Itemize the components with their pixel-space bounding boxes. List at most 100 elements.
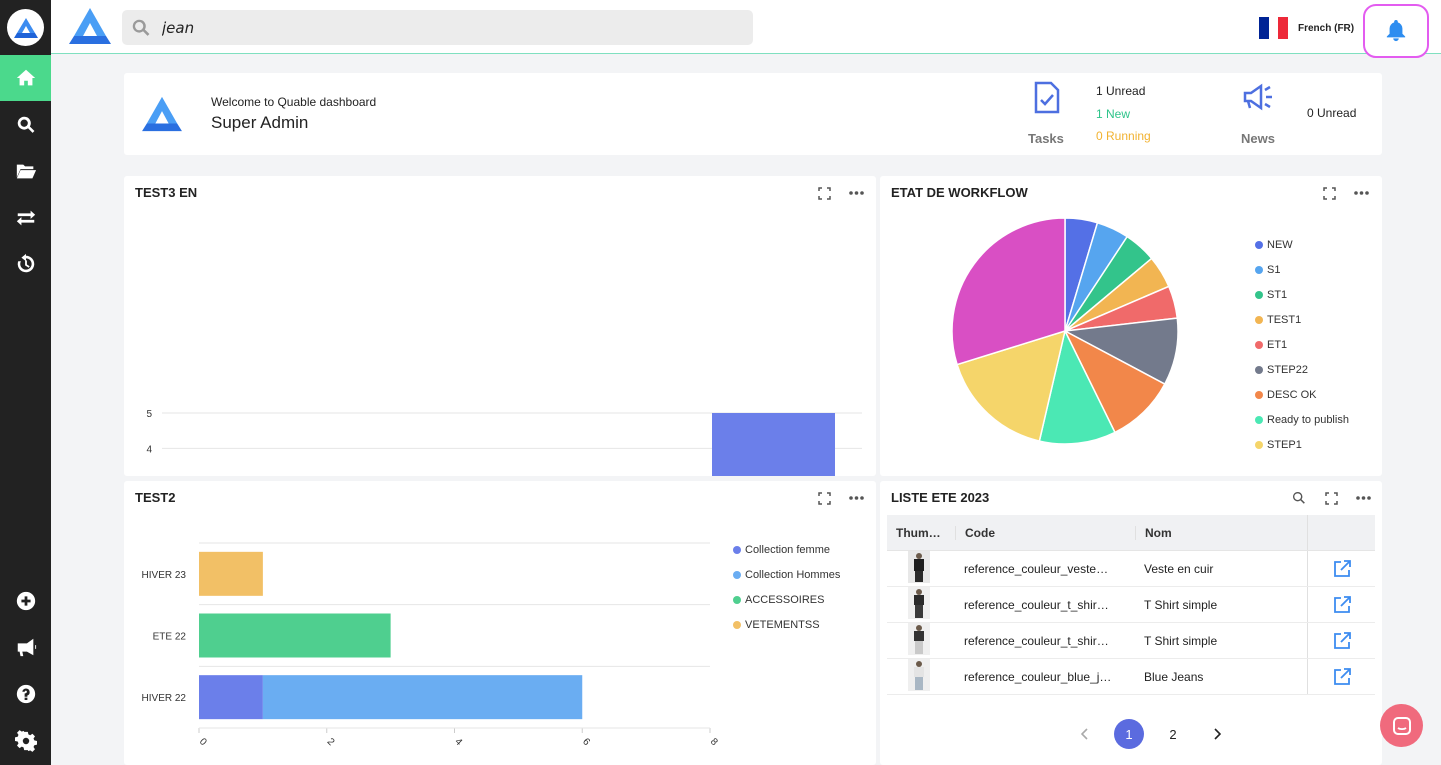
pie-slice [951,217,1066,366]
table-row[interactable]: reference_couleur_t_shir… T Shirt simple [887,587,1375,623]
sidebar-item-exchange[interactable] [0,195,51,241]
legend-item[interactable]: ACCESSOIRES [733,587,840,612]
sidebar-item-help[interactable] [0,671,51,717]
search-button[interactable] [1291,490,1307,506]
column-header-code[interactable]: Code [955,525,1135,540]
gear-icon [14,730,37,752]
search-icon [1293,491,1305,504]
pagination-page-1[interactable]: 1 [1114,719,1144,749]
legend-item[interactable]: ST1 [1255,282,1349,307]
row-nom: T Shirt simple [1144,633,1218,648]
legend-dot [1255,240,1263,249]
search-input[interactable] [162,18,722,37]
open-link-button[interactable] [1307,587,1375,622]
legend-item[interactable]: Collection femme [733,537,840,562]
x-tick-label: 2 [325,736,337,748]
quable-logo-icon [13,17,38,38]
y-tick-label: HIVER 22 [142,693,187,704]
column-header-thumbnail[interactable]: Thum… [896,525,941,540]
tasks-button[interactable] [1033,81,1061,119]
expand-icon [817,491,831,505]
thumbnail [887,587,955,622]
pagination-next-button[interactable] [1202,719,1232,749]
sidebar-item-home[interactable] [0,55,51,101]
chat-support-button[interactable] [1380,704,1423,747]
more-horizontal-icon [848,496,864,500]
pie-legend: NEW S1 ST1 TEST1 ET1 STEP22 DESC OK Ready to pu… [1255,232,1349,457]
bell-icon [1386,20,1406,42]
top-bar: French (FR) [51,0,1441,58]
legend-item[interactable]: S1 [1255,257,1349,282]
hbar-chart: 0 2 4 6 8 HIVER 23 ETE 22 HIVER 22 [142,542,720,748]
more-button[interactable] [848,185,864,201]
sidebar-item-history[interactable] [0,241,51,287]
external-link-icon [1333,667,1351,685]
legend-item[interactable]: VETEMENTSS [733,612,840,637]
sidebar-item-settings[interactable] [0,718,51,764]
expand-icon [1324,491,1338,505]
tasks-new[interactable]: 1 New [1096,107,1131,121]
legend-dot [1255,290,1263,299]
legend-item[interactable]: Collection Hommes [733,562,840,587]
news-unread[interactable]: 0 Unread [1307,106,1357,120]
legend-label: TEST1 [1267,313,1302,326]
sidebar-item-announcements[interactable] [0,624,51,670]
welcome-title: Super Admin [211,113,309,132]
expand-button[interactable] [816,185,832,201]
table-header: Thum… Code Nom [887,515,1375,551]
row-nom: T Shirt simple [1144,597,1218,612]
external-link-icon [1333,559,1351,577]
sidebar-item-add[interactable] [0,578,51,624]
legend-item[interactable]: NEW [1255,232,1349,257]
legend-item[interactable]: TEST1 [1255,307,1349,332]
thumbnail [887,659,955,694]
legend-dot [1255,365,1263,374]
clipboard-check-icon [1034,81,1060,114]
chevron-right-icon [1214,728,1221,740]
legend-item[interactable]: DESC OK [1255,382,1349,407]
quable-logo[interactable] [68,6,112,50]
more-button[interactable] [1353,185,1369,201]
open-link-button[interactable] [1307,659,1375,694]
welcome-subtitle: Welcome to Quable dashboard [211,95,377,109]
table-row[interactable]: reference_couleur_veste… Veste en cuir [887,551,1375,587]
expand-button[interactable] [816,490,832,506]
open-link-button[interactable] [1307,623,1375,658]
legend-item[interactable]: STEP22 [1255,357,1349,382]
table-row[interactable]: reference_couleur_t_shir… T Shirt simple [887,623,1375,659]
legend-label: ACCESSOIRES [745,593,825,606]
legend-item[interactable]: Ready to publish [1255,407,1349,432]
legend-item[interactable]: ET1 [1255,332,1349,357]
expand-button[interactable] [1323,490,1339,506]
card-tools [816,490,864,506]
bar [199,675,263,720]
hbar-chart-card: TEST2 0 2 4 6 8 HIVER 23 ETE 22 HIVER 22 Collec… [124,481,876,765]
more-button[interactable] [1355,490,1371,506]
sidebar-item-search[interactable] [0,102,51,148]
table-row[interactable]: reference_couleur_blue_j… Blue Jeans [887,659,1375,695]
row-code: reference_couleur_t_shir… [964,597,1109,612]
column-header-nom[interactable]: Nom [1135,525,1307,540]
external-link-icon [1333,631,1351,649]
expand-button[interactable] [1321,185,1337,201]
plus-circle-icon [16,591,35,611]
home-icon [16,69,35,86]
pagination-page-2[interactable]: 2 [1169,726,1177,742]
card-tools [1321,185,1369,201]
open-link-button[interactable] [1307,551,1375,586]
legend-item[interactable]: STEP1 [1255,432,1349,457]
news-button[interactable] [1241,83,1275,117]
product-thumbnail-jacket [908,551,930,583]
language-selector[interactable]: French (FR) [1259,17,1354,39]
more-button[interactable] [848,490,864,506]
app-logo[interactable] [7,9,44,46]
legend-dot [1255,440,1263,449]
pagination-prev-button[interactable] [1070,719,1100,749]
tasks-running[interactable]: 0 Running [1096,129,1151,143]
tasks-unread[interactable]: 1 Unread [1096,84,1146,98]
sidebar-item-catalog[interactable] [0,148,51,194]
pie-slice [1038,328,1116,445]
notifications-button[interactable] [1363,4,1429,58]
bar [712,413,835,476]
legend-dot [733,620,741,629]
